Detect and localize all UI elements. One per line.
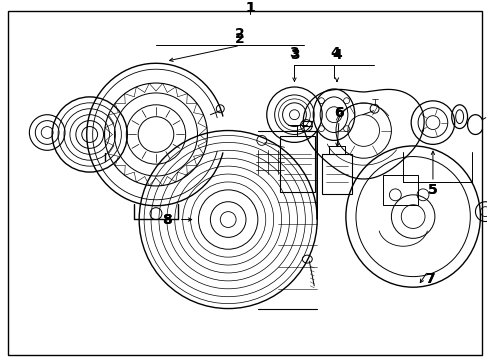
Text: 7: 7 [425,272,435,286]
Text: 3: 3 [289,46,298,60]
Text: 8: 8 [162,212,171,226]
Text: 2: 2 [235,27,245,41]
Text: 4: 4 [330,46,340,60]
Text: 4: 4 [332,48,342,62]
Text: 8: 8 [162,212,171,226]
Bar [384,175,418,205]
Text: 3: 3 [290,48,299,62]
Text: 5: 5 [428,183,438,197]
Text: 5: 5 [428,183,438,197]
Text: 1: 1 [245,1,255,15]
Text: 7: 7 [425,272,435,286]
Text: 6: 6 [334,106,344,120]
Text: 1: 1 [245,1,255,15]
Text: 6: 6 [334,106,344,120]
Bar [280,136,315,192]
Bar [322,154,352,194]
Text: 2: 2 [235,32,245,45]
